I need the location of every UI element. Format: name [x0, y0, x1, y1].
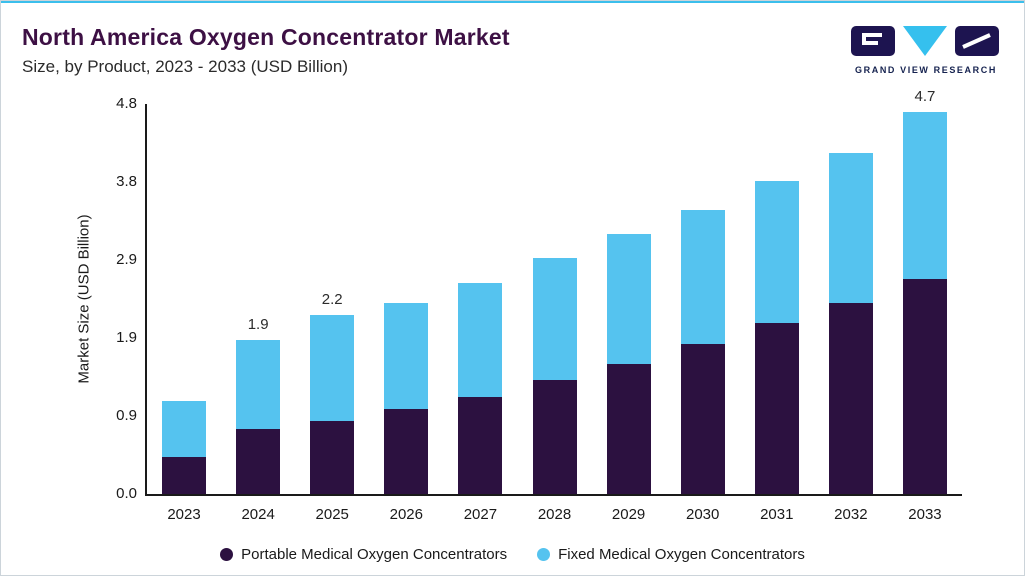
- x-tick-label-2029: 2029: [611, 506, 646, 523]
- gvr-logo: GRAND VIEW RESEARCH: [851, 26, 1001, 75]
- bar-segment-fixed-2032: [828, 152, 873, 304]
- plot-area: 4.8 3.8 2.9 1.9 0.9 0.0 2023 2024 1.9 2025 2.2 2026…: [116, 88, 962, 523]
- top-accent-line: [0, 0, 1025, 3]
- legend-dot-fixed: [537, 548, 551, 561]
- bar-segment-portable-2026: [384, 408, 429, 494]
- chart-legend: Portable Medical Oxygen Concentrators Fi…: [0, 546, 1025, 563]
- y-tick-label: 0.0: [116, 485, 137, 502]
- page-title: North America Oxygen Concentrator Market: [22, 24, 510, 50]
- bar-segment-fixed-2028: [532, 258, 577, 381]
- bar-segment-portable-2032: [828, 303, 873, 494]
- x-tick-label-2025: 2025: [315, 506, 349, 523]
- bar-segment-portable-2029: [606, 364, 651, 494]
- bar-segment-portable-2027: [458, 396, 503, 494]
- bar-segment-portable-2031: [754, 323, 799, 494]
- bar-segment-portable-2023: [162, 457, 207, 494]
- chart-header: North America Oxygen Concentrator Market…: [22, 24, 510, 77]
- bar-segment-portable-2030: [680, 343, 725, 494]
- bar-value-label-2024: 1.9: [247, 315, 269, 333]
- bar-segment-portable-2033: [902, 278, 947, 494]
- y-tick-label: 2.9: [116, 251, 137, 268]
- bar-segment-fixed-2029: [606, 234, 651, 364]
- bar-segment-fixed-2030: [680, 209, 725, 344]
- bar-value-label-2025: 2.2: [321, 291, 343, 309]
- bar-segment-fixed-2033: [902, 112, 947, 279]
- bar-segment-portable-2024: [236, 429, 281, 494]
- legend-dot-portable: [220, 548, 234, 561]
- chart-region: Market Size (USD Billion) 4.8 3.8 2.9 1.9 0.…: [0, 88, 1025, 523]
- bar-segment-fixed-2024: [236, 339, 281, 429]
- y-tick-label: 3.8: [116, 173, 137, 190]
- legend-label-portable: Portable Medical Oxygen Concentrators: [241, 546, 508, 563]
- y-tick-label: 4.8: [116, 95, 137, 112]
- bar-segment-fixed-2025: [310, 315, 355, 421]
- x-tick-label-2026: 2026: [389, 506, 423, 523]
- y-axis-label: Market Size (USD Billion): [75, 214, 93, 384]
- legend-item-portable: Portable Medical Oxygen Concentrators: [220, 546, 507, 563]
- bar-segment-fixed-2027: [458, 282, 503, 397]
- x-tick-label-2027: 2027: [463, 506, 498, 523]
- legend-item-fixed: Fixed Medical Oxygen Concentrators: [537, 546, 805, 563]
- x-tick-label-2032: 2032: [834, 506, 868, 523]
- gvr-logo-icon: [851, 26, 999, 56]
- bar-value-label-2033: 4.7: [914, 88, 936, 106]
- gvr-logo-text: GRAND VIEW RESEARCH: [855, 65, 997, 75]
- x-tick-label-2031: 2031: [760, 506, 794, 523]
- bar-segment-fixed-2026: [384, 303, 429, 409]
- bar-segment-portable-2025: [310, 420, 355, 494]
- x-tick-label-2028: 2028: [537, 506, 572, 523]
- y-tick-label: 1.9: [116, 329, 137, 346]
- x-tick-label-2023: 2023: [167, 506, 201, 523]
- x-tick-label-2033: 2033: [908, 506, 942, 523]
- legend-label-fixed: Fixed Medical Oxygen Concentrators: [558, 546, 805, 563]
- x-tick-label-2030: 2030: [685, 506, 720, 523]
- x-tick-label-2024: 2024: [241, 506, 275, 523]
- bar-segment-portable-2028: [532, 380, 577, 494]
- bar-segment-fixed-2023: [162, 400, 207, 458]
- y-tick-label: 0.9: [116, 407, 137, 424]
- bar-segment-fixed-2031: [754, 181, 799, 324]
- page-subtitle: Size, by Product, 2023 - 2033 (USD Billi…: [22, 57, 348, 76]
